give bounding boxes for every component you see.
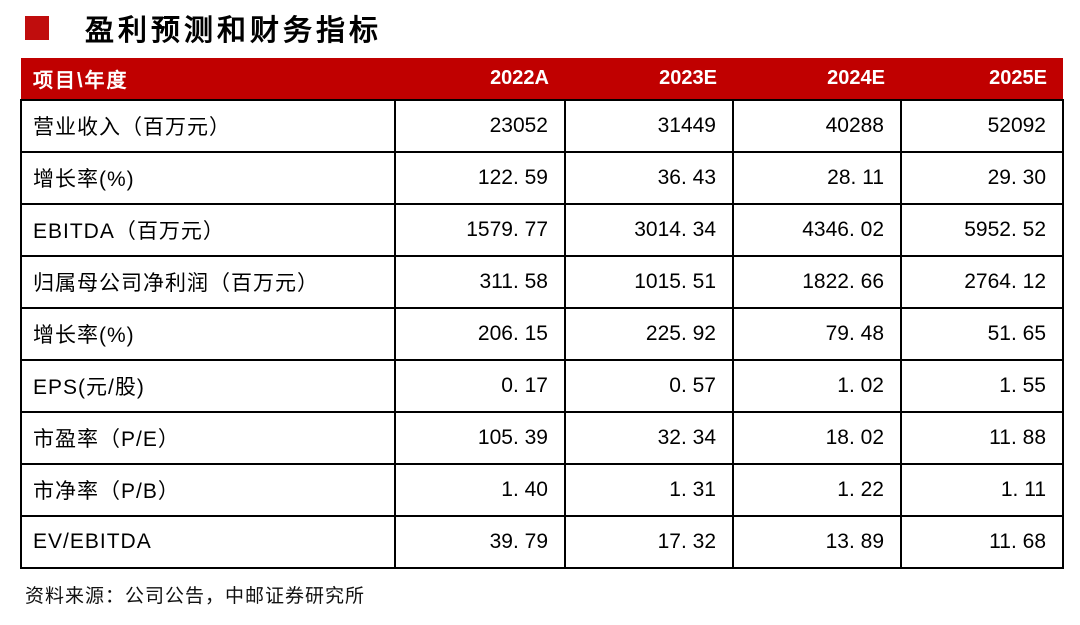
row-label: EBITDA（百万元） — [20, 203, 396, 257]
cell-value: 17. 32 — [564, 515, 734, 569]
section-title: 盈利预测和财务指标 — [85, 15, 383, 47]
cell-value: 1. 40 — [394, 463, 566, 517]
cell-value: 52092 — [900, 99, 1064, 153]
cell-value: 13. 89 — [732, 515, 902, 569]
row-label: 市盈率（P/E） — [20, 411, 396, 465]
header-item-label: 项目\年度 — [21, 58, 395, 101]
cell-value: 225. 92 — [564, 307, 734, 361]
table-row: 增长率(%) 206. 15 225. 92 79. 48 51. 65 — [20, 307, 1064, 361]
financial-forecast-table: 项目\年度 2022A 2023E 2024E 2025E 营业收入（百万元） … — [20, 58, 1064, 569]
table-row: EPS(元/股) 0. 17 0. 57 1. 02 1. 55 — [20, 359, 1064, 413]
cell-value: 3014. 34 — [564, 203, 734, 257]
cell-value: 1. 31 — [564, 463, 734, 517]
cell-value: 11. 68 — [900, 515, 1064, 569]
header-year-2024e: 2024E — [733, 58, 901, 101]
cell-value: 2764. 12 — [900, 255, 1064, 309]
cell-value: 1579. 77 — [394, 203, 566, 257]
table-row: 增长率(%) 122. 59 36. 43 28. 11 29. 30 — [20, 151, 1064, 205]
cell-value: 105. 39 — [394, 411, 566, 465]
cell-value: 206. 15 — [394, 307, 566, 361]
cell-value: 23052 — [394, 99, 566, 153]
table-row: 市盈率（P/E） 105. 39 32. 34 18. 02 11. 88 — [20, 411, 1064, 465]
cell-value: 0. 17 — [394, 359, 566, 413]
cell-value: 51. 65 — [900, 307, 1064, 361]
cell-value: 31449 — [564, 99, 734, 153]
table-row: 市净率（P/B） 1. 40 1. 31 1. 22 1. 11 — [20, 463, 1064, 517]
cell-value: 28. 11 — [732, 151, 902, 205]
cell-value: 11. 88 — [900, 411, 1064, 465]
row-label: 增长率(%) — [20, 151, 396, 205]
cell-value: 39. 79 — [394, 515, 566, 569]
cell-value: 1. 22 — [732, 463, 902, 517]
section-title-row: 盈利预测和财务指标 — [25, 11, 1080, 47]
table-row: 营业收入（百万元） 23052 31449 40288 52092 — [20, 99, 1064, 153]
cell-value: 1. 11 — [900, 463, 1064, 517]
table-row: 归属母公司净利润（百万元） 311. 58 1015. 51 1822. 66 … — [20, 255, 1064, 309]
table-body: 营业收入（百万元） 23052 31449 40288 52092 增长率(%)… — [20, 99, 1064, 569]
row-label: 归属母公司净利润（百万元） — [20, 255, 396, 309]
cell-value: 36. 43 — [564, 151, 734, 205]
cell-value: 40288 — [732, 99, 902, 153]
cell-value: 4346. 02 — [732, 203, 902, 257]
cell-value: 122. 59 — [394, 151, 566, 205]
cell-value: 0. 57 — [564, 359, 734, 413]
table-row: EV/EBITDA 39. 79 17. 32 13. 89 11. 68 — [20, 515, 1064, 569]
cell-value: 29. 30 — [900, 151, 1064, 205]
cell-value: 1. 55 — [900, 359, 1064, 413]
cell-value: 1. 02 — [732, 359, 902, 413]
cell-value: 311. 58 — [394, 255, 566, 309]
cell-value: 5952. 52 — [900, 203, 1064, 257]
header-year-2023e: 2023E — [565, 58, 733, 101]
red-square-bullet-icon — [25, 16, 49, 40]
header-year-2022a: 2022A — [395, 58, 565, 101]
row-label: 营业收入（百万元） — [20, 99, 396, 153]
cell-value: 32. 34 — [564, 411, 734, 465]
data-source-note: 资料来源：公司公告，中邮证券研究所 — [25, 586, 366, 607]
row-label: EPS(元/股) — [20, 359, 396, 413]
cell-value: 79. 48 — [732, 307, 902, 361]
row-label: 增长率(%) — [20, 307, 396, 361]
table-header-row: 项目\年度 2022A 2023E 2024E 2025E — [21, 58, 1063, 101]
header-year-2025e: 2025E — [901, 58, 1063, 101]
cell-value: 1822. 66 — [732, 255, 902, 309]
row-label: EV/EBITDA — [20, 515, 396, 569]
cell-value: 1015. 51 — [564, 255, 734, 309]
table-header: 项目\年度 2022A 2023E 2024E 2025E — [21, 58, 1063, 101]
row-label: 市净率（P/B） — [20, 463, 396, 517]
cell-value: 18. 02 — [732, 411, 902, 465]
table-row: EBITDA（百万元） 1579. 77 3014. 34 4346. 02 5… — [20, 203, 1064, 257]
